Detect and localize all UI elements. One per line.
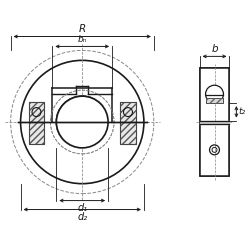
Bar	[120, 102, 136, 122]
Text: d₁: d₁	[77, 203, 87, 213]
Text: R: R	[78, 24, 86, 34]
Bar	[28, 102, 44, 122]
Bar	[28, 122, 44, 144]
Bar	[206, 98, 224, 103]
Bar	[120, 102, 136, 122]
Text: b: b	[211, 44, 218, 54]
Bar	[200, 68, 230, 176]
Bar	[28, 122, 44, 144]
Bar	[206, 98, 224, 103]
Circle shape	[206, 85, 224, 103]
Text: bₙ: bₙ	[78, 35, 87, 44]
Text: t₂: t₂	[239, 107, 246, 116]
Bar	[28, 102, 44, 122]
Bar	[120, 122, 136, 144]
Bar	[120, 122, 136, 144]
Text: d₂: d₂	[77, 212, 87, 222]
Bar	[200, 68, 230, 176]
